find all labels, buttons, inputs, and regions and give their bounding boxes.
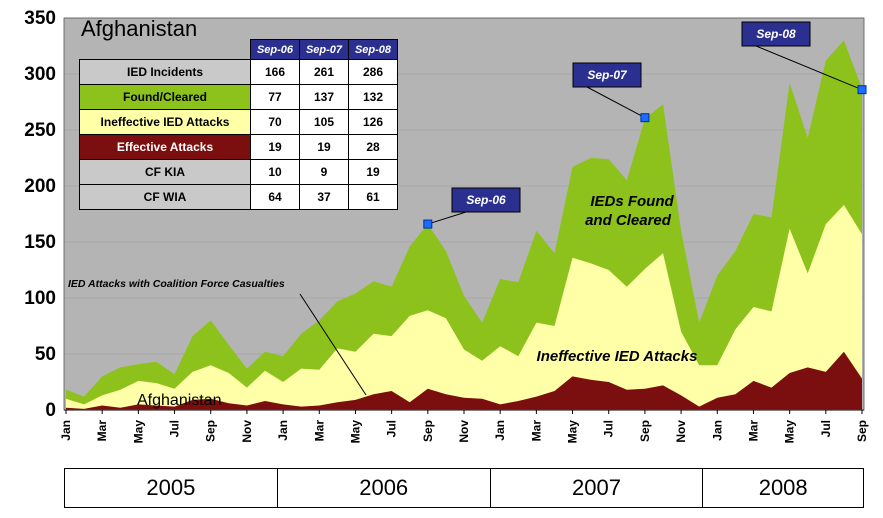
marker-point: [857, 85, 867, 95]
year-cell: 2007: [491, 469, 704, 507]
x-tick-label: Jan: [59, 420, 73, 441]
x-tick-label: Mar: [746, 420, 760, 442]
x-tick-label: Sep: [855, 420, 869, 442]
table-cell: 286: [348, 59, 398, 85]
table-row: CF WIA 64 37 61: [79, 184, 398, 210]
row-label: CF KIA: [79, 159, 251, 185]
row-label: Found/Cleared: [79, 84, 251, 110]
table-cell: 19: [250, 134, 300, 160]
year-band: 2005 2006 2007 2008: [64, 468, 864, 508]
callout-pointer: [755, 45, 863, 91]
area-ineffective: [66, 205, 862, 410]
table-header: Sep-08: [348, 39, 398, 60]
table-cell: 137: [299, 84, 349, 110]
table-row: Ineffective IED Attacks 70 105 126: [79, 109, 398, 135]
callout-box: [451, 187, 521, 213]
x-tick-label: Jan: [710, 420, 724, 441]
label-found-cleared: and Cleared: [585, 212, 672, 229]
table-cell: 166: [250, 59, 300, 85]
marker-point: [423, 219, 433, 229]
x-tick-label: Mar: [95, 420, 109, 442]
chart-title: Afghanistan: [81, 16, 198, 41]
table-cell: 28: [348, 134, 398, 160]
table-cell: 61: [348, 184, 398, 210]
table-cell: 10: [250, 159, 300, 185]
table-cell: 64: [250, 184, 300, 210]
table-corner: [80, 40, 251, 60]
table-cell: 70: [250, 109, 300, 135]
row-label: IED Incidents: [79, 59, 251, 85]
x-tick-label: Nov: [457, 420, 471, 443]
marker-point: [640, 113, 650, 123]
x-tick-label: Sep: [638, 420, 652, 442]
table-cell: 261: [299, 59, 349, 85]
table-cell: 77: [250, 84, 300, 110]
callout-box: [572, 62, 642, 88]
x-tick-label: Nov: [674, 420, 688, 443]
y-tick-label: 0: [45, 400, 56, 421]
x-tick-label: Mar: [312, 420, 326, 442]
y-tick-label: 50: [35, 344, 56, 365]
table-cell: 9: [299, 159, 349, 185]
table-cell: 126: [348, 109, 398, 135]
callout-box: [741, 21, 811, 47]
table-cell: 19: [299, 134, 349, 160]
table-header: Sep-07: [299, 39, 349, 60]
x-axis: Jan Mar May Jul Sep Nov Jan Mar May Jul Sep Nov Jan M…: [59, 410, 869, 443]
y-tick-label: 200: [24, 176, 56, 197]
table-cell: 37: [299, 184, 349, 210]
row-label: Effective Attacks: [79, 134, 251, 160]
x-tick-label: May: [131, 420, 145, 444]
table-header: Sep-06: [250, 39, 300, 60]
annotations: IEDs Found and Cleared Ineffective IED Att…: [68, 193, 697, 409]
x-tick-label: Sep: [421, 420, 435, 442]
table-row: CF KIA 10 9 19: [79, 159, 398, 185]
label-casualties: IED Attacks with Coalition Force Casualt…: [68, 278, 285, 290]
year-cell: 2008: [758, 475, 808, 500]
y-tick-label: 350: [24, 8, 56, 29]
callout-label: Sep-08: [756, 27, 796, 41]
y-tick-label: 100: [24, 288, 56, 309]
x-tick-label: Jul: [819, 420, 833, 437]
table-row: Found/Cleared 77 137 132: [79, 84, 398, 110]
label-found-cleared: IEDs Found: [590, 193, 674, 210]
x-tick-label: May: [566, 420, 580, 444]
x-tick-label: May: [783, 420, 797, 444]
table-row: Effective Attacks 19 19 28: [79, 134, 398, 160]
summary-table: Sep-06 Sep-07 Sep-08 IED Incidents 166 2…: [79, 39, 398, 210]
x-tick-label: Sep: [204, 420, 218, 442]
table-row: IED Incidents 166 261 286: [79, 59, 398, 85]
label-afghanistan: Afghanistan: [137, 392, 222, 409]
table-cell: 105: [299, 109, 349, 135]
x-tick-label: Jul: [602, 420, 616, 437]
casualties-pointer: [299, 293, 367, 396]
year-cell: 2006: [278, 469, 491, 507]
y-tick-label: 300: [24, 64, 56, 85]
year-cell: 2005: [65, 469, 278, 507]
row-label: CF WIA: [79, 184, 251, 210]
area-effective: [66, 351, 862, 410]
y-axis: 0 50 100 150 200 250 300 350: [24, 8, 56, 421]
x-tick-label: Nov: [240, 420, 254, 443]
x-tick-label: Jul: [168, 420, 182, 437]
table-cell: 132: [348, 84, 398, 110]
x-tick-label: Jan: [493, 420, 507, 441]
callout-label: Sep-06: [466, 193, 506, 207]
x-tick-label: Jan: [276, 420, 290, 441]
x-tick-label: Jul: [385, 420, 399, 437]
callout-pointer: [586, 86, 646, 119]
x-tick-label: Mar: [529, 420, 543, 442]
table-cell: 19: [348, 159, 398, 185]
row-label: Ineffective IED Attacks: [79, 109, 251, 135]
label-ineffective: Ineffective IED Attacks: [537, 348, 698, 365]
x-tick-label: May: [348, 420, 362, 444]
y-tick-label: 150: [24, 232, 56, 253]
y-tick-label: 250: [24, 120, 56, 141]
callout-label: Sep-07: [587, 68, 628, 82]
callout-pointer: [427, 211, 467, 225]
markers: Sep-06 Sep-07 Sep-08: [423, 21, 867, 229]
